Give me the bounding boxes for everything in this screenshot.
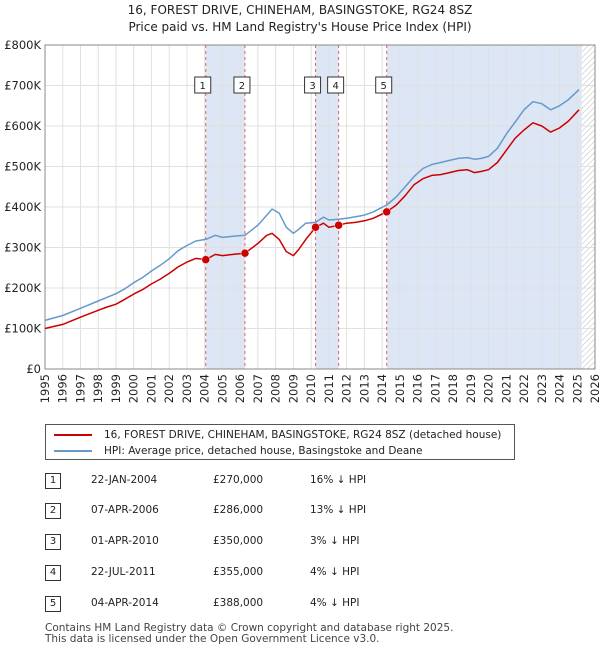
y-tick-label: £500K <box>4 160 41 174</box>
sale-number-badge: 5 <box>45 596 61 612</box>
sale-price: £286,000 <box>213 504 264 516</box>
x-tick-label: 2026 <box>588 374 600 403</box>
x-tick-label: 2002 <box>162 374 176 403</box>
chart-title: 16, FOREST DRIVE, CHINEHAM, BASINGSTOKE,… <box>127 3 473 17</box>
sale-price: £388,000 <box>213 597 264 609</box>
sale-date: 07-APR-2006 <box>91 504 159 516</box>
footer-copyright: Contains HM Land Registry data © Crown c… <box>45 622 454 634</box>
x-tick-label: 2004 <box>198 374 212 403</box>
sale-row: 4 22-JUL-2011 £355,000 4% ↓ HPI <box>45 562 585 584</box>
x-tick-label: 2023 <box>535 374 549 403</box>
sale-point <box>240 248 250 258</box>
sale-date: 04-APR-2014 <box>91 597 159 609</box>
hpi-series-line <box>44 89 580 322</box>
legend-swatch-hpi <box>54 450 92 452</box>
x-tick-label: 1997 <box>73 374 87 403</box>
sale-number-label: 5 <box>381 81 387 92</box>
x-tick-label: 2007 <box>251 374 265 403</box>
x-tick-label: 2018 <box>446 374 460 403</box>
x-tick-label: 1996 <box>56 374 70 403</box>
x-tick-label: 2005 <box>215 374 229 403</box>
x-tick-label: 2022 <box>517 374 531 403</box>
legend: 16, FOREST DRIVE, CHINEHAM, BASINGSTOKE,… <box>45 424 515 460</box>
sale-price: £270,000 <box>213 474 264 486</box>
sale-number-box <box>233 76 251 94</box>
sale-row: 1 22-JAN-2004 £270,000 16% ↓ HPI <box>45 470 585 492</box>
sale-date: 22-JUL-2011 <box>91 566 156 578</box>
sale-number-badge: 2 <box>45 503 61 519</box>
y-tick-label: £800K <box>4 38 41 52</box>
x-tick-label: 2010 <box>304 374 318 403</box>
x-tick-label: 1998 <box>91 374 105 403</box>
sale-point <box>201 255 210 264</box>
x-tick-label: 2013 <box>357 374 371 403</box>
x-tick-label: 2021 <box>499 374 513 403</box>
sale-hpi-diff: 3% ↓ HPI <box>310 535 360 547</box>
footer-licence: This data is licensed under the Open Gov… <box>45 633 380 645</box>
sale-number-box <box>327 76 345 94</box>
y-tick-label: £100K <box>4 322 41 336</box>
x-tick-label: 2025 <box>570 374 584 403</box>
x-tick-label: 2017 <box>428 374 442 403</box>
plot-frame <box>44 44 596 370</box>
x-tick-label: 2008 <box>269 374 283 403</box>
x-tick-label: 2014 <box>375 374 389 403</box>
sale-hpi-diff: 4% ↓ HPI <box>310 566 360 578</box>
y-tick-label: £600K <box>4 119 41 133</box>
x-tick-label: 2009 <box>286 374 300 403</box>
sale-hpi-diff: 4% ↓ HPI <box>310 597 360 609</box>
sale-hpi-diff: 13% ↓ HPI <box>310 504 367 516</box>
sale-row: 2 07-APR-2006 £286,000 13% ↓ HPI <box>45 500 585 522</box>
sale-number-label: 1 <box>200 81 206 92</box>
y-tick-label: £0 <box>26 362 41 376</box>
y-tick-label: £400K <box>4 200 41 214</box>
sale-number-badge: 3 <box>45 534 61 550</box>
property-series-line <box>44 109 580 330</box>
sale-number-label: 3 <box>309 81 315 92</box>
legend-swatch-property <box>54 434 92 436</box>
sale-point <box>382 207 391 217</box>
x-tick-label: 2003 <box>180 374 194 403</box>
legend-item-property: 16, FOREST DRIVE, CHINEHAM, BASINGSTOKE,… <box>54 427 501 443</box>
sale-number-badge: 1 <box>45 473 61 489</box>
sale-date: 22-JAN-2004 <box>91 474 158 486</box>
x-tick-label: 2001 <box>144 374 158 403</box>
sale-number-badge: 4 <box>45 565 61 581</box>
x-tick-label: 2016 <box>411 374 425 403</box>
chart-subtitle: Price paid vs. HM Land Registry's House … <box>128 20 472 34</box>
x-tick-label: 2019 <box>464 374 478 403</box>
sale-point <box>311 223 320 232</box>
sale-row: 5 04-APR-2014 £388,000 4% ↓ HPI <box>45 593 585 615</box>
x-tick-label: 2020 <box>482 374 496 403</box>
legend-item-hpi: HPI: Average price, detached house, Basi… <box>54 443 422 459</box>
x-tick-label: 2011 <box>322 374 336 403</box>
legend-label-property: 16, FOREST DRIVE, CHINEHAM, BASINGSTOKE,… <box>104 429 502 441</box>
x-tick-label: 1999 <box>109 374 123 403</box>
sale-number-box <box>304 76 322 94</box>
sale-price: £355,000 <box>213 566 264 578</box>
x-tick-label: 2006 <box>233 374 247 403</box>
sale-number-label: 4 <box>332 81 338 92</box>
y-tick-label: £200K <box>4 281 41 295</box>
sale-price: £350,000 <box>213 535 264 547</box>
sale-point <box>334 220 343 230</box>
sale-date: 01-APR-2010 <box>91 535 159 547</box>
y-tick-label: £300K <box>4 241 41 255</box>
sale-row: 3 01-APR-2010 £350,000 3% ↓ HPI <box>45 531 585 553</box>
sale-hpi-diff: 16% ↓ HPI <box>310 474 367 486</box>
sale-number-label: 2 <box>239 81 245 92</box>
x-tick-label: 2000 <box>127 374 141 403</box>
x-tick-label: 1995 <box>38 374 52 403</box>
price-chart: £0 £100K £200K £300K £400K £500K £600K £700K £80… <box>4 38 600 403</box>
x-tick-label: 2015 <box>393 374 407 403</box>
y-tick-label: £700K <box>4 79 41 93</box>
sale-number-box <box>375 76 393 94</box>
x-tick-label: 2012 <box>340 374 354 403</box>
legend-label-hpi: HPI: Average price, detached house, Basi… <box>104 445 423 457</box>
x-tick-label: 2024 <box>553 374 567 403</box>
sale-number-box <box>194 76 212 94</box>
